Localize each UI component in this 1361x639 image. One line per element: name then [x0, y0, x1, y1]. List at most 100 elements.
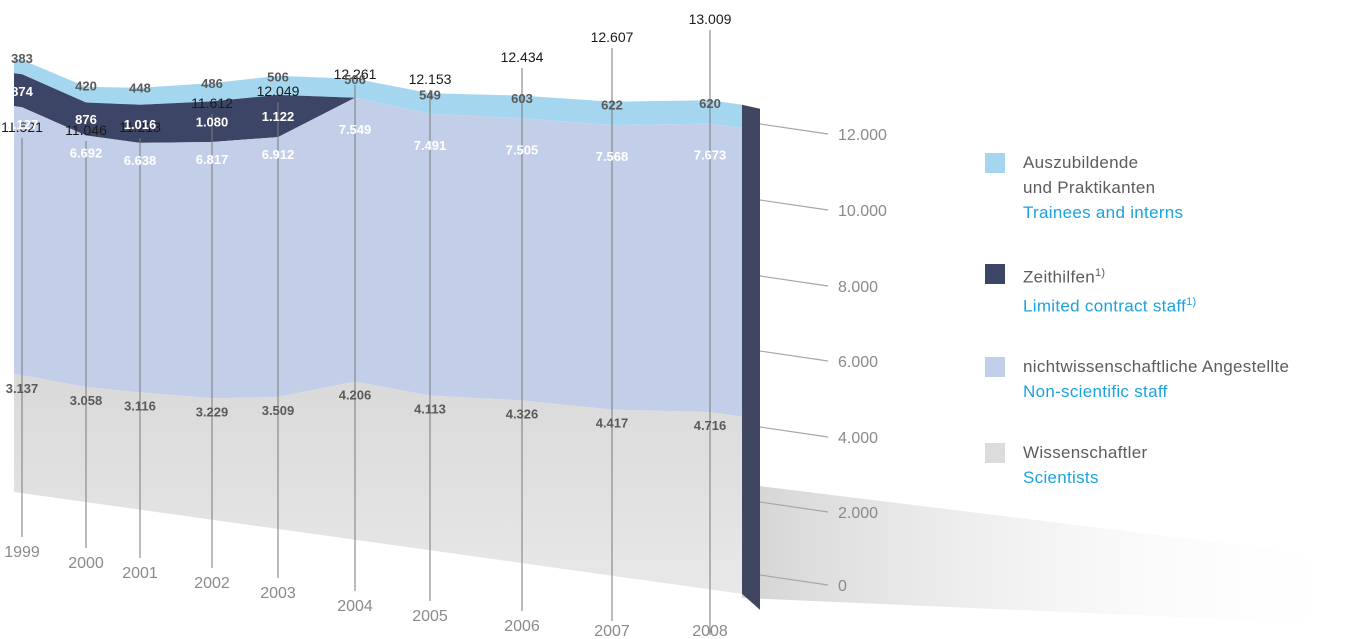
legend-item-limited-contract: Zeithilfen1) Limited contract staff1) — [985, 261, 1355, 318]
trainees-value-label: 506 — [344, 72, 366, 87]
limited-value-label: 874 — [11, 84, 33, 99]
year-label: 2000 — [68, 555, 104, 572]
total-label: 11.046 — [65, 122, 107, 138]
legend-swatch-limited-contract — [985, 264, 1005, 284]
limited-value-label: 876 — [75, 112, 97, 127]
legend-item-scientists: Wissenschaftler Scientists — [985, 440, 1355, 490]
non-scientific-value-label: 6.817 — [196, 152, 229, 167]
floor-shadow-shape — [742, 483, 1361, 625]
legend-label-de: Auszubildende und Praktikanten — [1023, 153, 1156, 197]
y-tick-line — [759, 350, 829, 362]
year-leader-lines — [21, 30, 711, 635]
y-tick-label: 0 — [838, 578, 847, 595]
footnote-marker: 1) — [1186, 295, 1197, 308]
y-tick-label: 2.000 — [838, 505, 878, 522]
y-tick-line — [759, 275, 829, 287]
scientists-value-label: 3.058 — [70, 393, 103, 408]
non-scientific-value-label: 7.505 — [506, 142, 539, 157]
year-label: 2001 — [122, 565, 158, 582]
non-scientific-value-label: 7.673 — [694, 148, 727, 163]
non-scientific-value-label: 6.912 — [262, 147, 295, 162]
area-trainees — [14, 58, 742, 129]
y-tick-label: 4.000 — [838, 430, 878, 447]
total-label: 12.049 — [257, 83, 300, 99]
side-wall — [742, 104, 760, 610]
legend-label-en: Non-scientific staff — [1023, 382, 1168, 402]
scientists-value-label: 3.137 — [6, 381, 39, 396]
total-label: 11.218 — [119, 119, 161, 135]
year-label: 2008 — [692, 623, 728, 639]
y-tick-line — [759, 426, 829, 438]
scientists-value-label: 4.417 — [596, 416, 629, 431]
non-scientific-value-label: 7.127 — [6, 117, 39, 132]
y-axis: 0 2.000 4.000 6.000 8.000 10.000 12.000 — [759, 123, 887, 595]
y-tick-line — [759, 199, 829, 211]
side-wall-shape — [742, 104, 760, 610]
area-limited-contract — [14, 73, 355, 143]
y-tick-label: 10.000 — [838, 203, 887, 220]
scientists-value-label: 4.326 — [506, 406, 539, 421]
legend: Auszubildende und Praktikanten Trainees … — [985, 150, 1355, 516]
non-scientific-value-label: 7.549 — [339, 122, 372, 137]
y-tick-line — [759, 574, 829, 586]
trainees-value-label: 506 — [267, 69, 289, 84]
legend-label-de: Wissenschaftler — [1023, 443, 1148, 463]
scientists-value-label: 4.113 — [414, 402, 446, 417]
year-label: 2006 — [504, 618, 540, 635]
legend-label-en: Limited contract staff1) — [1023, 295, 1197, 316]
non-scientific-value-label: 6.692 — [70, 145, 103, 160]
year-label: 2007 — [594, 623, 630, 639]
stacked-areas — [14, 58, 742, 594]
legend-swatch-non-scientific — [985, 357, 1005, 378]
year-label: 2005 — [412, 608, 448, 625]
year-label: 2002 — [194, 575, 230, 592]
area-scientists — [14, 374, 742, 594]
legend-item-non-scientific: nichtwissenschaftliche Angestellte Non-s… — [985, 354, 1355, 404]
trainees-value-label: 603 — [511, 91, 533, 106]
y-tick-label: 12.000 — [838, 127, 887, 144]
trainees-value-label: 486 — [201, 76, 223, 91]
trainees-value-label: 420 — [75, 79, 97, 94]
y-tick-line — [759, 123, 829, 135]
legend-item-trainees: Auszubildende und Praktikanten Trainees … — [985, 150, 1355, 225]
scientists-value-label: 3.116 — [124, 398, 156, 413]
trainees-value-label: 549 — [419, 88, 441, 103]
legend-label-de: Zeithilfen1) — [1023, 267, 1106, 287]
total-label: 12.153 — [409, 71, 452, 87]
total-label: 11.612 — [191, 95, 233, 111]
legend-label-en: Trainees and interns — [1023, 203, 1184, 222]
limited-value-label: 1.122 — [262, 109, 295, 124]
scientists-value-label: 3.229 — [196, 404, 229, 419]
legend-label-de: nichtwissenschaftliche Angestellte — [1023, 357, 1290, 377]
non-scientific-value-label: 6.638 — [124, 153, 157, 168]
trainees-value-label: 448 — [129, 80, 151, 95]
total-label: 12.607 — [591, 29, 634, 45]
legend-label-en: Scientists — [1023, 468, 1099, 488]
non-scientific-value-label: 7.491 — [414, 138, 447, 153]
y-tick-label: 8.000 — [838, 279, 878, 296]
y-tick-line — [759, 501, 829, 513]
total-label: 12.434 — [501, 49, 544, 65]
legend-swatch-trainees — [985, 153, 1005, 173]
floor-shadow — [742, 483, 1361, 625]
year-label: 2004 — [337, 598, 373, 615]
total-label: 11.521 — [1, 119, 43, 135]
area-non-scientific — [14, 97, 742, 417]
trainees-value-label: 622 — [601, 97, 623, 112]
non-scientific-value-label: 7.568 — [596, 149, 629, 164]
limited-value-label: 1.016 — [124, 117, 157, 132]
trainees-value-label: 383 — [11, 51, 33, 66]
year-label: 1999 — [4, 544, 40, 561]
scientists-value-label: 3.509 — [262, 403, 295, 418]
legend-swatch-scientists — [985, 443, 1005, 464]
total-label: 13.009 — [689, 11, 732, 27]
scientists-value-label: 4.206 — [339, 388, 372, 403]
y-tick-label: 6.000 — [838, 354, 878, 371]
scientists-value-label: 4.716 — [694, 418, 727, 433]
data-labels: 1999 11.521 383 874 7.127 3.137 2000 11.046 420 8… — [1, 11, 732, 639]
trainees-value-label: 620 — [699, 96, 721, 111]
total-label: 12.261 — [334, 66, 377, 82]
limited-value-label: 1.080 — [196, 115, 229, 130]
footnote-marker: 1) — [1094, 267, 1106, 279]
